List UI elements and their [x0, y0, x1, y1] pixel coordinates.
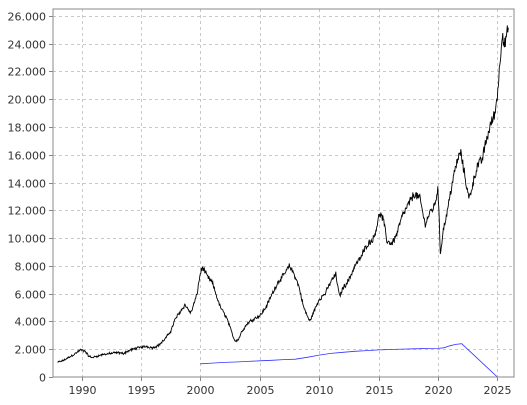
- x-tick-label: 2005: [247, 384, 275, 397]
- y-tick-label: 22.000: [8, 66, 47, 79]
- axes: 0 2.000 4.000 6.000 8.000 10.000 12.000 14.000 1…: [8, 11, 512, 398]
- x-tick-label: 1990: [69, 384, 97, 397]
- y-tick-label: 8.000: [15, 261, 47, 274]
- x-tick-label: 1995: [128, 384, 156, 397]
- y-tick-label: 4.000: [15, 316, 47, 329]
- y-tick-label: 0: [39, 372, 46, 385]
- y-tick-label: 26.000: [8, 11, 47, 24]
- y-tick-label: 2.000: [15, 344, 47, 357]
- x-tick-label: 2020: [425, 384, 453, 397]
- y-tick-label: 16.000: [8, 150, 47, 163]
- y-tick-label: 12.000: [8, 205, 47, 218]
- y-tick-label: 6.000: [15, 289, 47, 302]
- series-line-2: [200, 343, 500, 377]
- x-tick-label: 2025: [484, 384, 512, 397]
- x-tick-label: 2000: [187, 384, 215, 397]
- x-tick-label: 2015: [366, 384, 394, 397]
- grid: [53, 9, 514, 377]
- y-tick-label: 24.000: [8, 39, 47, 52]
- x-tick-label: 2010: [306, 384, 334, 397]
- y-tick-label: 18.000: [8, 122, 47, 135]
- series-line-1: [57, 25, 509, 363]
- plot-frame: [52, 8, 515, 378]
- series-group: [57, 25, 509, 377]
- y-tick-label: 14.000: [8, 178, 47, 191]
- y-tick-label: 20.000: [8, 94, 47, 107]
- y-tick-label: 10.000: [8, 233, 47, 246]
